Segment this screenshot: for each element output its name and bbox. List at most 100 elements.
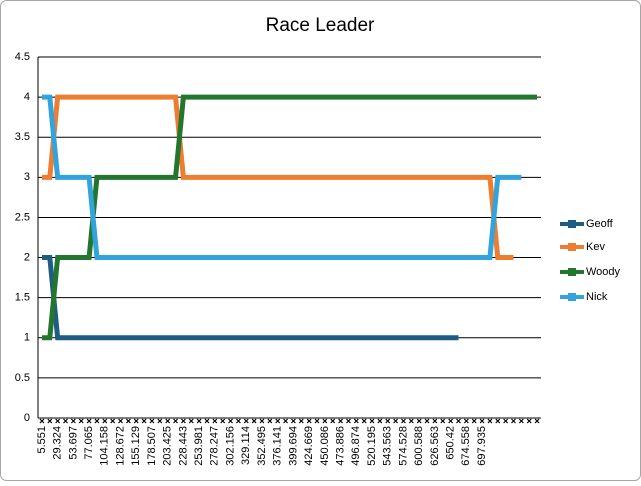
x-tick-mark xyxy=(463,418,469,424)
x-tick-mark xyxy=(102,418,108,424)
x-tick-mark xyxy=(401,418,406,424)
x-tick-mark xyxy=(228,418,233,424)
legend-marker xyxy=(568,268,576,276)
x-tick-mark xyxy=(204,418,210,424)
x-tick-mark xyxy=(385,418,391,424)
x-tick-mark xyxy=(408,418,414,424)
x-tick-label: 399.694 xyxy=(287,426,299,466)
x-tick-mark xyxy=(39,418,45,424)
legend-marker xyxy=(568,220,576,228)
x-tick-mark xyxy=(259,418,265,424)
x-tick-label: 329.114 xyxy=(240,426,252,465)
x-tick-mark xyxy=(110,418,116,424)
x-tick-mark xyxy=(330,418,336,424)
x-tick-label: 5.551 xyxy=(36,426,48,454)
x-tick-mark xyxy=(298,418,304,424)
x-tick-label: 450.086 xyxy=(319,426,331,466)
series-line xyxy=(41,94,514,261)
x-tick-label: 53.697 xyxy=(67,426,79,460)
x-tick-mark xyxy=(471,418,477,424)
x-tick-label: 543.563 xyxy=(382,426,394,466)
x-tick-label: 424.669 xyxy=(303,426,315,466)
legend-label: Kev xyxy=(586,241,605,253)
x-tick-label: 650.42 xyxy=(445,426,457,460)
x-tick-label: 253.981 xyxy=(193,426,205,466)
x-tick-mark xyxy=(495,418,501,424)
x-tick-mark xyxy=(157,418,163,424)
x-tick-mark xyxy=(479,418,485,424)
x-tick-mark xyxy=(440,418,446,424)
y-tick-label: 2.5 xyxy=(15,211,30,223)
y-tick-label: 1 xyxy=(24,332,30,344)
x-tick-mark xyxy=(165,418,171,424)
x-tick-label: 697.935 xyxy=(476,426,488,466)
legend-label: Geoff xyxy=(586,218,614,230)
x-tick-mark xyxy=(456,418,461,424)
x-tick-mark xyxy=(503,418,509,424)
x-tick-mark xyxy=(188,418,194,424)
x-tick-mark xyxy=(338,418,344,424)
legend-label: Nick xyxy=(586,291,608,303)
x-tick-mark xyxy=(173,418,178,424)
y-tick-label: 1.5 xyxy=(15,292,30,304)
legend-marker xyxy=(568,293,576,301)
x-tick-mark xyxy=(518,418,524,424)
x-tick-label: 376.141 xyxy=(272,426,284,466)
x-tick-mark xyxy=(511,418,516,424)
x-tick-mark xyxy=(369,418,375,424)
x-tick-label: 473.886 xyxy=(334,426,346,466)
x-tick-mark xyxy=(220,418,226,424)
x-tick-mark xyxy=(306,418,312,424)
x-tick-mark xyxy=(251,418,257,424)
legend-label: Woody xyxy=(586,266,621,278)
x-tick-label: 29.324 xyxy=(52,426,64,460)
x-tick-label: 674.558 xyxy=(460,426,472,466)
x-tick-label: 155.129 xyxy=(130,426,142,466)
x-tick-label: 128.672 xyxy=(114,426,126,466)
y-tick-label: 0.5 xyxy=(15,372,30,384)
legend-marker xyxy=(568,243,576,251)
x-tick-mark xyxy=(291,418,296,424)
x-tick-mark xyxy=(353,418,359,424)
x-tick-label: 626.563 xyxy=(429,426,441,466)
x-tick-mark xyxy=(346,418,351,424)
y-tick-label: 2 xyxy=(24,251,30,263)
x-tick-mark xyxy=(235,418,241,424)
x-tick-mark xyxy=(118,418,123,424)
x-tick-mark xyxy=(125,418,131,424)
x-tick-mark xyxy=(70,418,76,424)
x-tick-mark xyxy=(416,418,422,424)
x-tick-label: 178.507 xyxy=(146,426,158,466)
x-tick-mark xyxy=(149,418,155,424)
y-tick-label: 3 xyxy=(24,171,30,183)
series-line xyxy=(41,255,459,341)
x-tick-mark xyxy=(133,418,139,424)
x-tick-label: 496.874 xyxy=(350,426,362,466)
x-tick-label: 302.156 xyxy=(224,426,236,466)
y-tick-label: 4 xyxy=(24,91,30,103)
x-tick-mark xyxy=(267,418,273,424)
x-tick-mark xyxy=(212,418,218,424)
x-tick-mark xyxy=(275,418,281,424)
x-tick-mark xyxy=(526,418,532,424)
x-tick-label: 104.158 xyxy=(99,426,111,466)
x-tick-mark xyxy=(243,418,249,424)
x-tick-mark xyxy=(377,418,383,424)
x-tick-mark xyxy=(314,418,320,424)
x-tick-label: 203.425 xyxy=(162,426,174,466)
x-tick-mark xyxy=(47,418,53,424)
x-tick-mark xyxy=(283,418,288,424)
x-tick-mark xyxy=(322,418,328,424)
x-tick-mark xyxy=(424,418,430,424)
x-tick-mark xyxy=(78,418,84,424)
y-tick-label: 0 xyxy=(24,412,30,424)
x-tick-mark xyxy=(94,418,100,424)
x-tick-mark xyxy=(55,418,61,424)
chart-title: Race Leader xyxy=(266,15,375,36)
x-tick-mark xyxy=(180,418,186,424)
x-tick-mark xyxy=(534,418,540,424)
x-tick-mark xyxy=(86,418,92,424)
x-tick-mark xyxy=(361,418,367,424)
